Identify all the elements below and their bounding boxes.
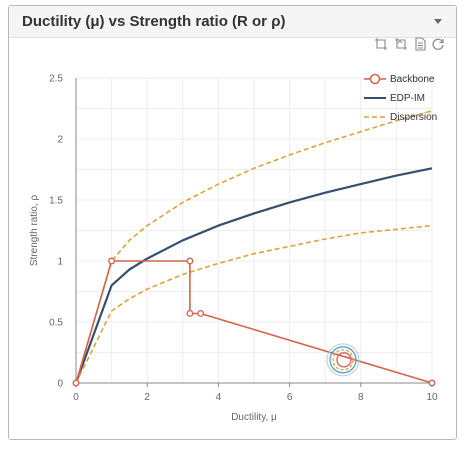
legend-item-dispersion[interactable]: Dispersion [364,112,437,123]
series [72,110,436,387]
data-point[interactable] [186,310,194,317]
panel-header[interactable]: Ductility (μ) vs Strength ratio (R or ρ) [9,6,456,38]
legend-item-edp-im[interactable]: EDP-IM [364,93,425,104]
legend-label: Dispersion [390,112,437,123]
x-tick-label: 6 [287,392,293,403]
y-tick-label: 2.5 [49,74,63,85]
axes: Ductility, μ Strength ratio, ρ 0 2 4 6 8 10 0 0… [29,74,438,424]
chevron-down-icon[interactable] [434,19,442,24]
series-line-dispersion-lower [75,224,433,384]
zoom-icon[interactable] [374,37,388,51]
legend[interactable]: Backbone EDP-IM Dispersion [364,73,437,123]
data-point[interactable] [428,379,436,387]
data-point[interactable] [197,310,205,317]
x-axis-label: Ductility, μ [231,412,277,423]
restore-icon[interactable] [431,37,445,51]
x-tick-label: 0 [73,392,79,403]
panel-title: Ductility (μ) vs Strength ratio (R or ρ) [22,13,286,30]
y-tick-label: 0 [57,379,63,390]
data-point[interactable] [72,379,80,387]
series-line-dispersion [75,110,433,384]
y-tick-label: 0.5 [49,318,63,329]
legend-item-backbone[interactable]: Backbone [364,73,435,85]
x-tick-label: 4 [216,392,222,403]
legend-label: EDP-IM [390,93,425,104]
y-tick-label: 1.5 [49,196,63,207]
data-view-icon[interactable] [413,37,427,51]
x-tick-label: 10 [426,392,438,403]
x-tick-label: 8 [358,392,364,403]
chart-toolbox [364,37,444,53]
grid [75,77,433,384]
series-line-backbone [75,260,433,384]
x-tick-label: 2 [144,392,150,403]
cursor-marker-icon [326,343,360,377]
zoom-reset-icon[interactable] [394,37,408,51]
data-point[interactable] [186,257,194,265]
y-tick-label: 2 [57,135,63,146]
y-tick-label: 1 [57,257,63,268]
series-line-edp-im [74,167,433,384]
y-axis-label: Strength ratio, ρ [29,195,40,267]
legend-label: Backbone [390,74,435,85]
data-point[interactable] [108,257,116,265]
